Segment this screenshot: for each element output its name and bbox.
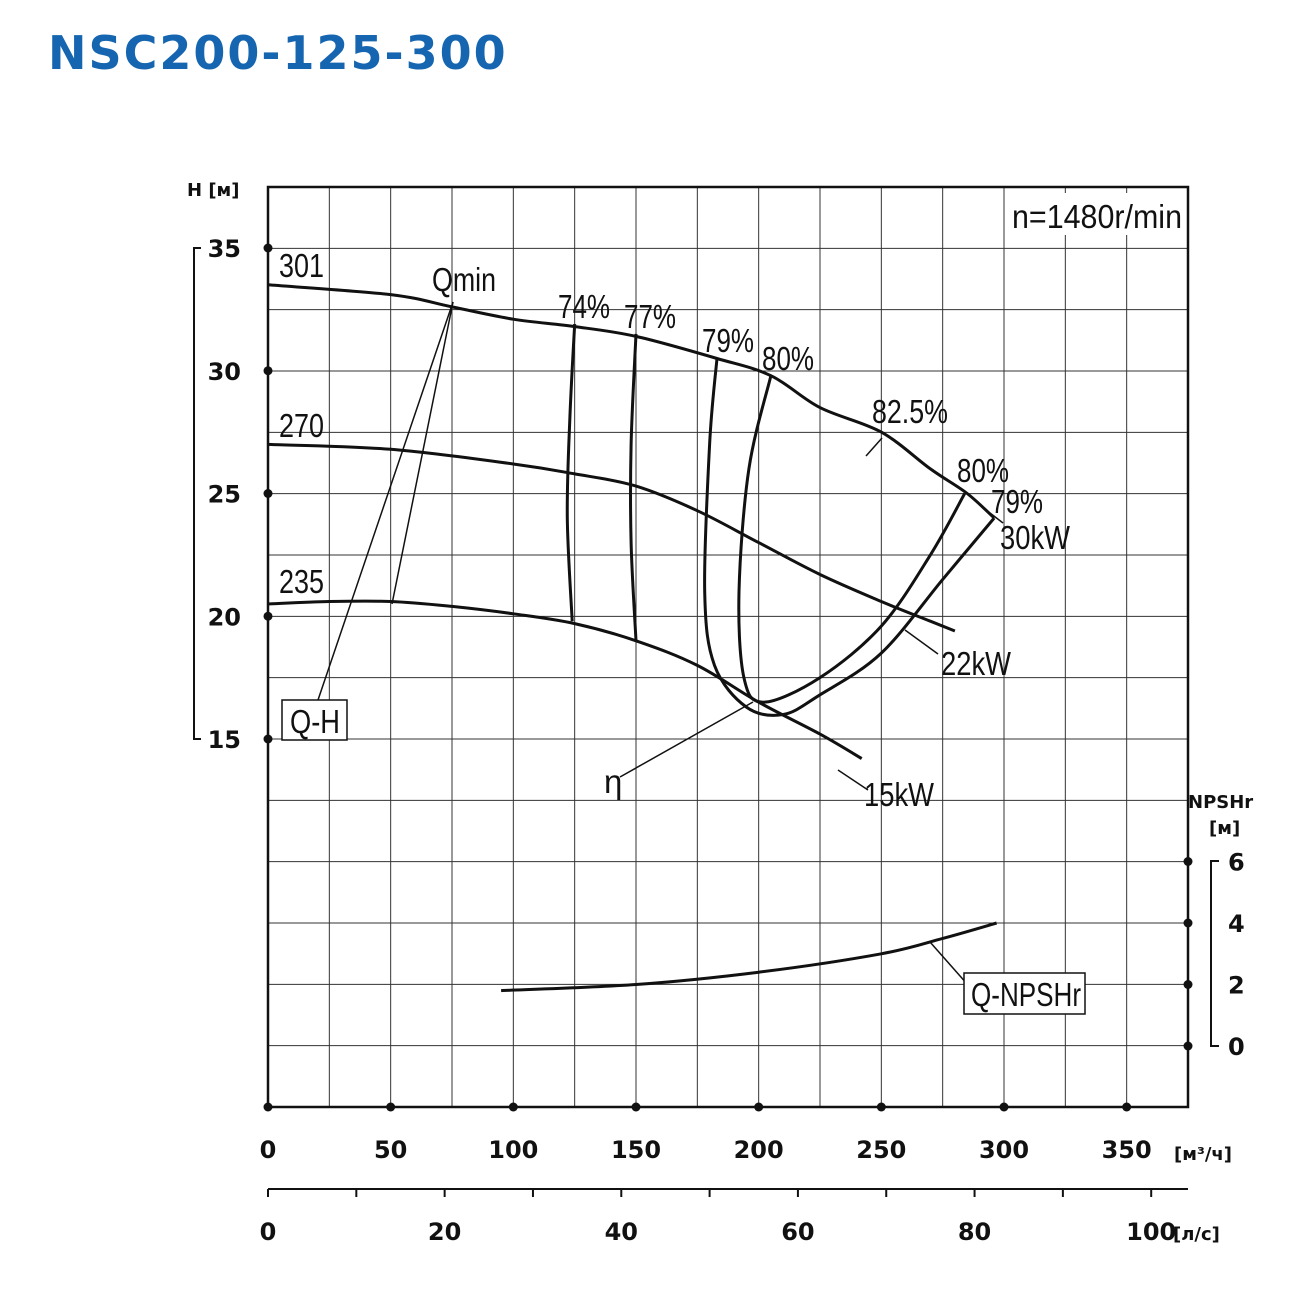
x-ls-tick-label-40: 40 [605,1218,638,1246]
curves [267,283,998,993]
x-axis-ls-unit: [л/с] [1173,1224,1220,1245]
qmin-leader-2 [317,301,454,701]
y-axis-bracket [193,247,201,740]
x-ls-tick-label-20: 20 [428,1218,461,1246]
qh-curve-301 [267,283,996,520]
impeller-label-235: 235 [279,563,324,600]
x-m3h-tick-dot-0 [263,1102,273,1112]
y-tick-dot-15 [263,734,273,744]
npsh-axis-label-2: [м] [1209,818,1240,839]
x-m3h-tick-dot-300 [999,1102,1009,1112]
y-tick-label-30: 30 [208,358,241,386]
eff-label-80-right: 80% [957,452,1009,489]
qmin-label: Qmin [432,261,496,298]
npsh-tick-dot-0 [1183,1041,1193,1051]
x-axis-ls-ticks: 0 20 40 60 80 100 [260,1189,1176,1246]
impeller-label-270: 270 [279,407,324,444]
npsh-tick-label-2: 2 [1228,972,1245,1000]
eff-label-79-right: 79% [991,483,1043,520]
npsh-leader [929,941,969,986]
y-tick-dot-25 [263,489,273,498]
x-m3h-tick-dot-100 [508,1102,518,1112]
y-axis-label: H [м] [187,180,240,201]
qh-box [281,699,348,741]
x-m3h-tick-dot-350 [1122,1102,1132,1112]
npsh-tick-label-6: 6 [1228,849,1245,877]
y-tick-dot-30 [263,366,273,376]
x-axis-m3h-ticks: 0 50 100 150 200 250 300 350 [260,1102,1152,1164]
x-m3h-tick-dot-150 [631,1102,641,1112]
npsh-tick-dot-4 [1183,918,1193,928]
qh-curve-270 [267,442,956,633]
y-tick-label-25: 25 [208,481,241,509]
power-label-30kw: 30kW [1000,519,1071,556]
eff-label-82-5: 82.5% [872,393,948,430]
plot-frame [266,185,1190,1109]
power-30kw-leader [989,512,1004,524]
y-tick-label-35: 35 [208,235,241,263]
x-m3h-tick-label-200: 200 [734,1136,784,1164]
x-m3h-tick-label-100: 100 [488,1136,538,1164]
eff-label-74: 74% [558,288,610,325]
x-m3h-tick-dot-250 [876,1102,886,1112]
tick-82-5 [865,437,883,457]
y-tick-dot-20 [263,611,273,621]
npsh-tick-dot-2 [1183,980,1193,989]
x-ls-tick-label-60: 60 [781,1218,814,1246]
y-tick-label-20: 20 [208,603,241,631]
x-ls-tick-label-80: 80 [958,1218,991,1246]
x-m3h-tick-label-300: 300 [979,1136,1029,1164]
npsh-label: Q-NPSHr [971,976,1081,1013]
npsh-axis-bracket [1210,860,1219,1047]
npsh-tick-label-0: 0 [1228,1033,1245,1061]
x-m3h-tick-label-350: 350 [1102,1136,1152,1164]
npsh-curve [501,921,998,993]
x-m3h-tick-label-0: 0 [260,1136,277,1164]
npsh-box [963,972,1086,1015]
power-15kw-leader [837,769,869,791]
y-tick-dot-35 [263,243,273,253]
x-m3h-tick-dot-50 [386,1102,396,1112]
x-m3h-tick-label-150: 150 [611,1136,661,1164]
grid-lines [268,187,1188,1107]
eff-label-79-left: 79% [702,322,754,359]
page-title: NSC200-125-300 [48,26,508,80]
power-label-15kw: 15kW [864,776,935,813]
eff-label-77: 77% [624,298,676,335]
npsh-tick-label-4: 4 [1228,910,1245,938]
speed-label: n=1480r/min [1012,198,1182,235]
x-m3h-tick-label-50: 50 [374,1136,407,1164]
x-ls-tick-label-100: 100 [1126,1218,1176,1246]
npsh-axis-ticks: 6 4 2 0 [1183,849,1245,1061]
npsh-axis-label-1: NPSHr [1188,792,1253,813]
power-22kw-leader [904,629,939,655]
efficiency-contour-3 [737,375,967,704]
qmin-leader-1 [391,301,454,605]
efficiency-contour-0 [565,324,577,622]
power-label-22kw: 22kW [941,645,1012,682]
x-axis-m3h-unit: [м³/ч] [1174,1144,1232,1165]
eff-label-80-left: 80% [762,340,814,377]
impeller-label-301: 301 [279,247,324,284]
speed-label-bg [1006,193,1184,235]
eta-label: η [604,763,622,800]
x-m3h-tick-label-250: 250 [856,1136,906,1164]
npsh-tick-dot-6 [1183,857,1193,866]
eta-leader [619,701,754,778]
qh-curve-235 [267,599,863,760]
efficiency-contour-2 [703,358,996,717]
qh-label: Q-H [290,703,340,740]
x-ls-tick-label-0: 0 [260,1218,277,1246]
efficiency-contour-1 [629,333,638,641]
y-tick-label-15: 15 [208,726,241,754]
y-axis-ticks: 35 30 25 20 15 [208,235,273,754]
x-m3h-tick-dot-200 [754,1102,764,1112]
